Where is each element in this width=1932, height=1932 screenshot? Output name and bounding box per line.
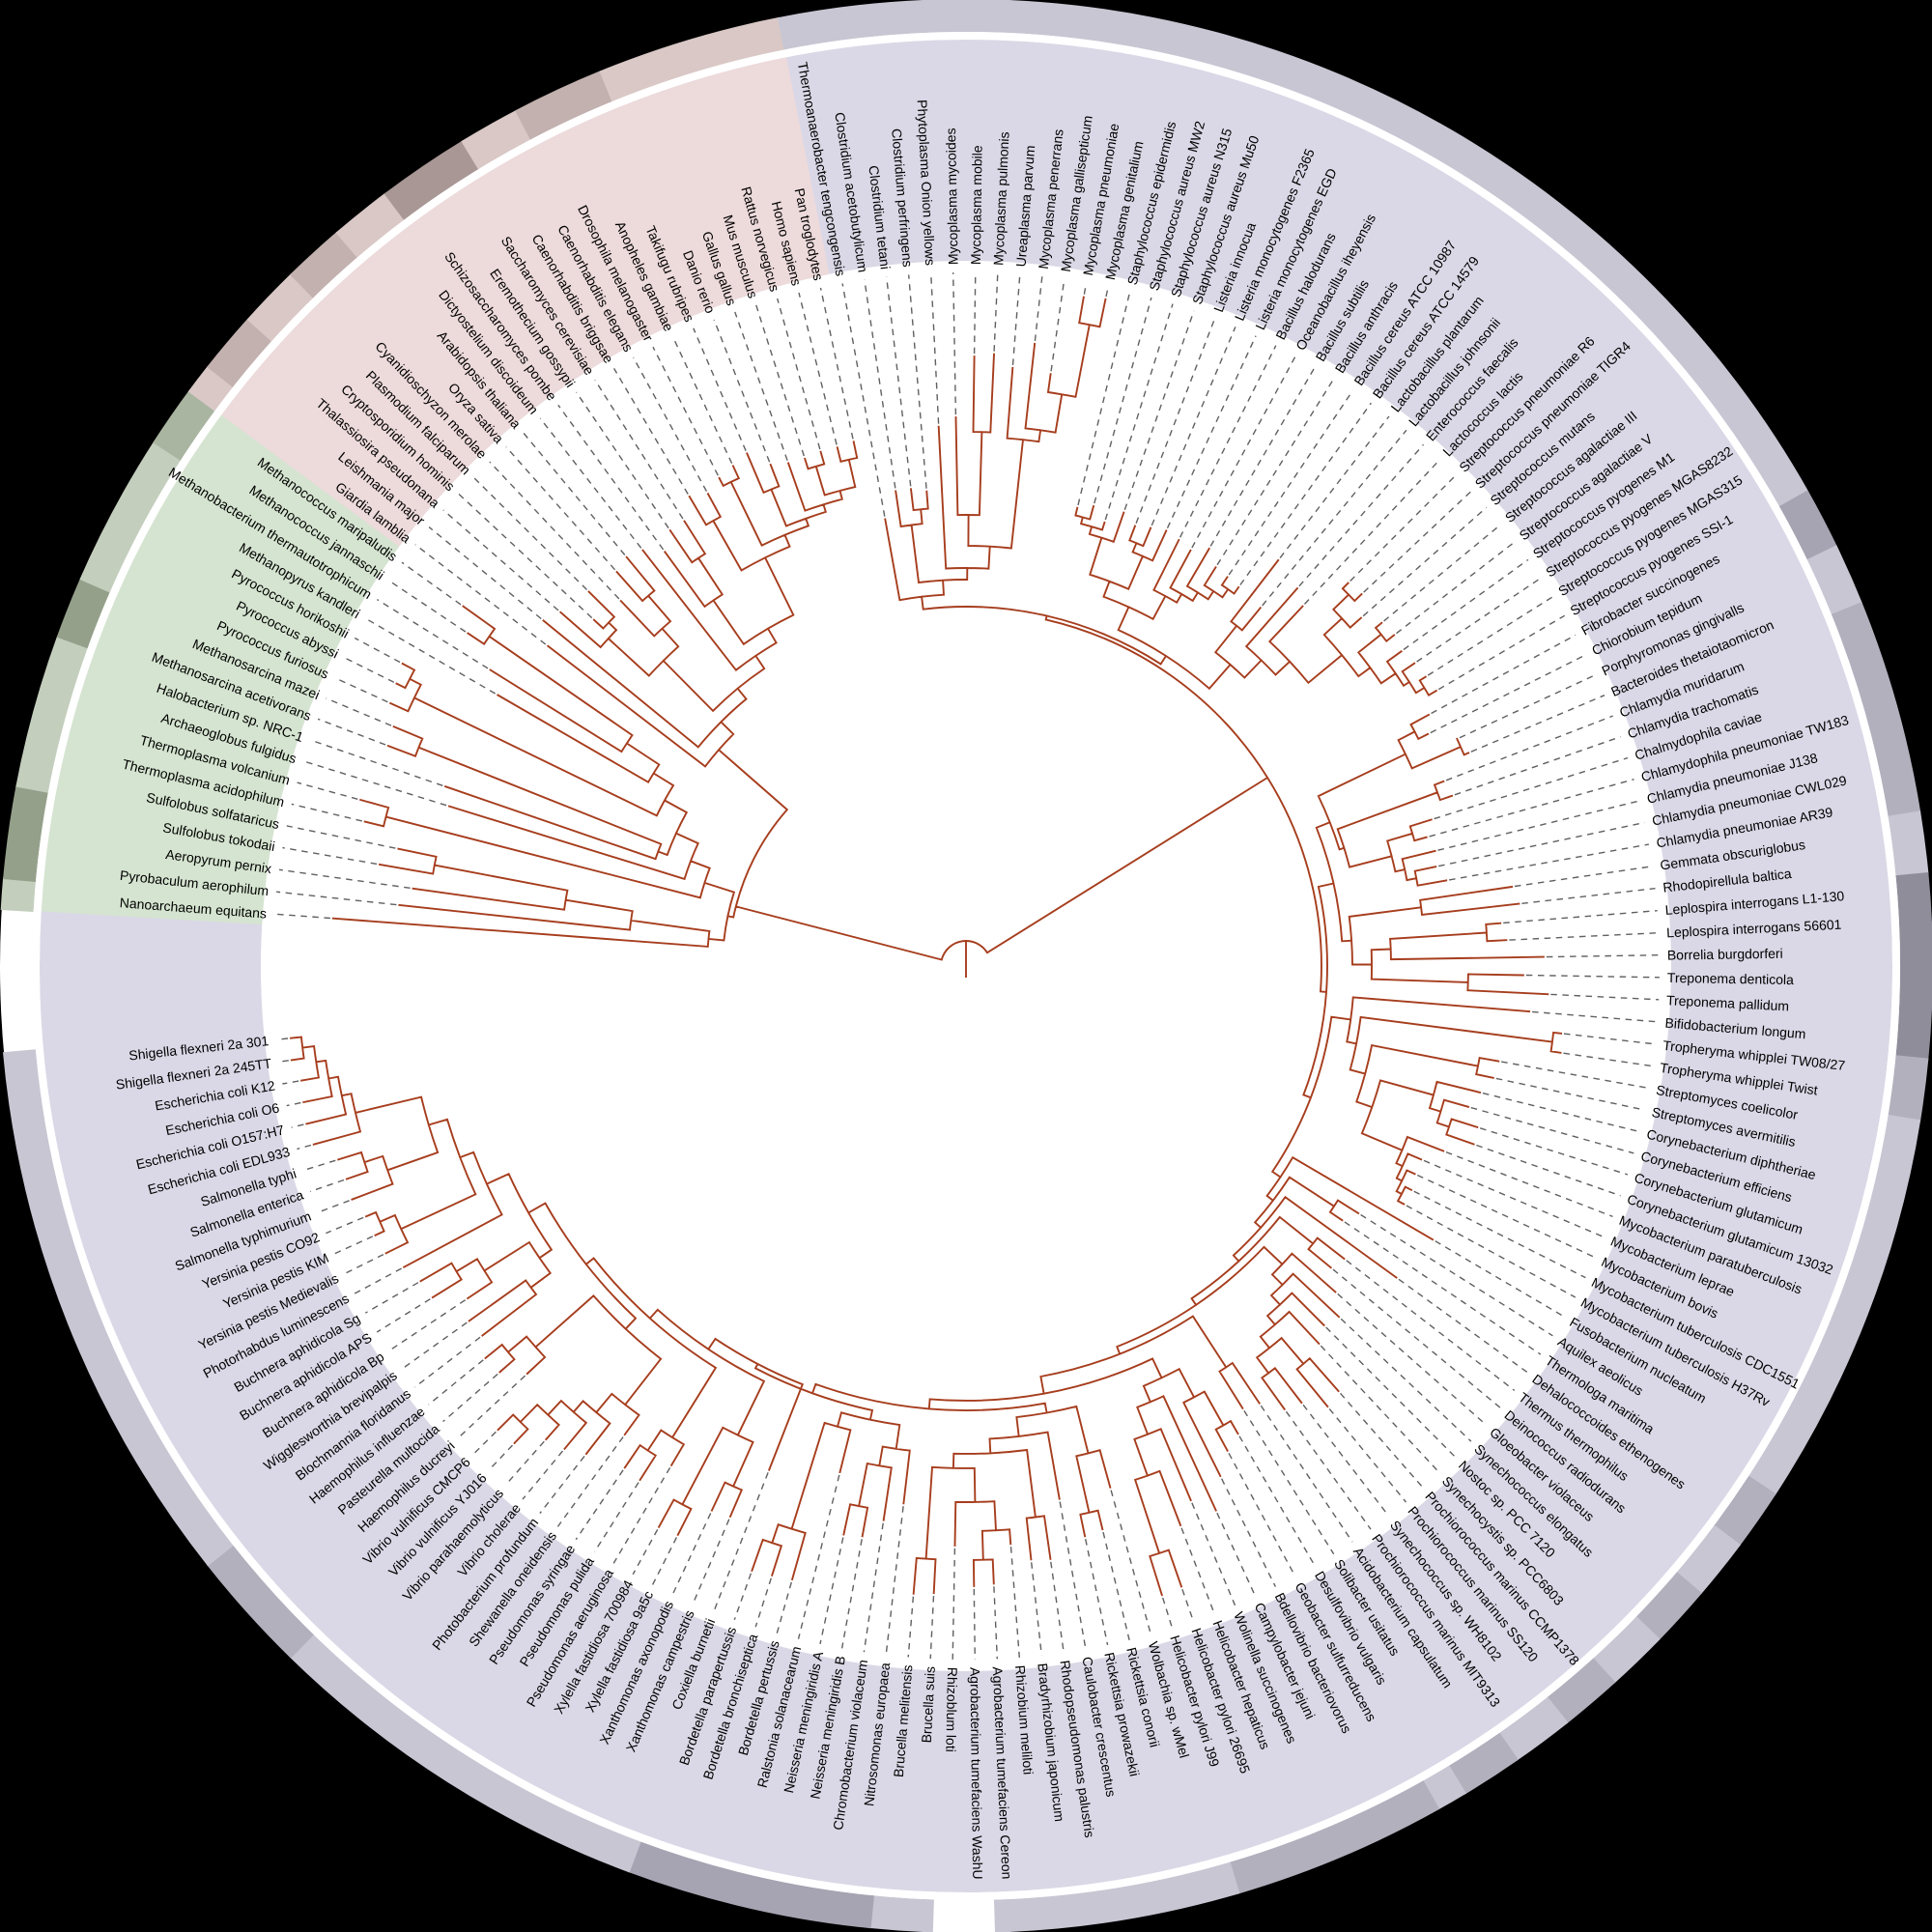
- svg-text:Mycoplasma pulmonis: Mycoplasma pulmonis: [990, 131, 1011, 266]
- svg-text:Treponema pallidum: Treponema pallidum: [1666, 992, 1790, 1013]
- svg-text:Mycoplasma mycoides: Mycoplasma mycoides: [943, 128, 961, 265]
- svg-text:Brucella suis: Brucella suis: [919, 1666, 938, 1744]
- svg-text:Mycoplasma mobile: Mycoplasma mobile: [968, 145, 985, 265]
- svg-text:Treponema denticola: Treponema denticola: [1667, 970, 1794, 987]
- svg-text:Borrelia burgdorferi: Borrelia burgdorferi: [1667, 946, 1783, 963]
- svg-text:Agrobacterium tumefaciens Wash: Agrobacterium tumefaciens WashU: [967, 1667, 985, 1880]
- svg-text:Rhizoblum loti: Rhizoblum loti: [943, 1667, 960, 1752]
